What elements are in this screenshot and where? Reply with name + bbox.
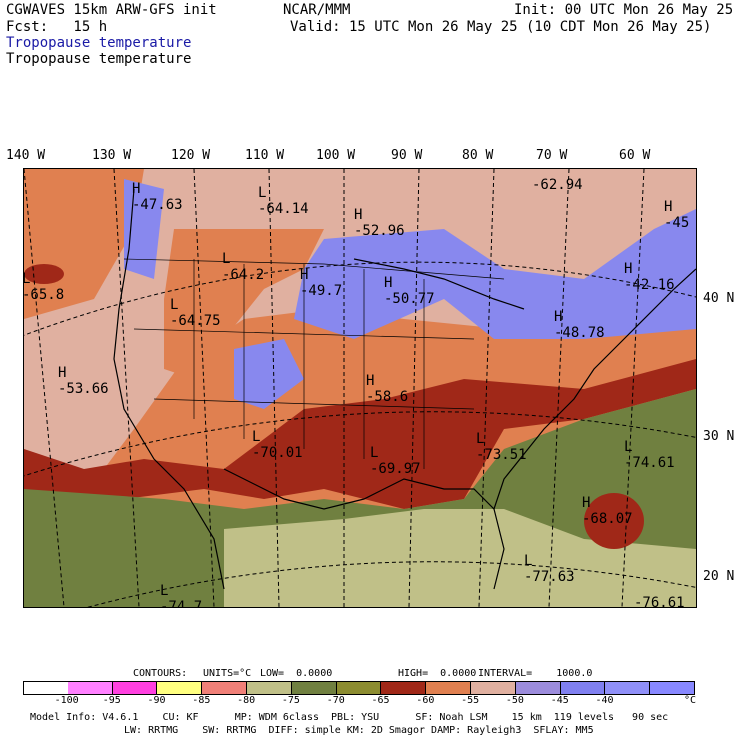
colorbar-tick-label: -100 [54,695,79,706]
colorbar-tick-label: -85 [192,695,211,706]
colorbar-cell [560,681,606,695]
colorbar-cell [247,681,292,695]
center-l-7: L -69.97 [370,445,421,477]
center-h-7: H -48.78 [554,309,605,341]
contours-low: LOW= 0.0000 [260,668,333,679]
contours-high: HIGH= 0.0000 [398,668,477,679]
center-l-3: L -64.2 [222,251,265,283]
colorbar-tick-label: -70 [326,695,345,706]
model-info-line2: LW: RRTMG SW: RRTMG DIFF: simple KM: 2D … [124,725,594,736]
field-band--65 [24,359,696,509]
field-band-blue-trough [294,209,696,339]
colorbar-cell [515,681,561,695]
field-band--75 [224,509,696,607]
center-l-2: -62.94 [532,177,583,193]
lon-label-110w: 110 W [245,148,285,163]
field-title-shaded: Tropopause temperature [6,35,192,51]
colorbar-cell [202,681,247,695]
colorbar-cell [67,681,113,695]
colorbar-tick-label: -95 [102,695,121,706]
lon-label-100w: 100 W [316,148,356,163]
center-l-4: L-65.8 [23,271,65,303]
center-l-12: -76.61 [634,595,685,608]
model-title: CGWAVES 15km ARW-GFS init [6,2,217,18]
colorbar-cell [336,681,382,695]
colorbar-cell [157,681,203,695]
colorbar-tick-label: -75 [281,695,300,706]
field-blob-west [24,264,64,284]
colorbar-cell [291,681,337,695]
center-h-6: H -42.16 [624,261,675,293]
coastline [113,188,696,590]
lon-label-140w: 140 W [6,148,46,163]
map-field-svg [24,169,696,607]
lon-label-130w: 130 W [92,148,132,163]
center-h-9: H -58.6 [366,373,409,405]
colorbar-tick-label: -40 [595,695,614,706]
field-band-blue-rockies [234,339,304,409]
forecast-hour: Fcst: 15 h [6,19,108,35]
center-l-6: L -70.01 [252,429,303,461]
center-h-10: H -68.07 [582,495,633,527]
colorbar-unit: °C [684,695,697,706]
organization: NCAR/MMM [283,2,351,18]
field-band-nw-blue [124,179,164,279]
colorbar-cell [471,681,516,695]
center-h-2: H -52.96 [354,207,405,239]
center-l-9: L -74.61 [624,439,675,471]
center-h-8: H -53.66 [58,365,109,397]
center-l-5: L -64.75 [170,297,221,329]
lat-label-30n: 30 N [703,429,735,444]
contours-interval: INTERVAL= 1000.0 [478,668,593,679]
colorbar-cell [426,681,471,695]
lon-label-60w: 60 W [619,148,651,163]
colorbar-tick-label: -45 [550,695,569,706]
lon-label-70w: 70 W [536,148,568,163]
colorbar-tick-label: -80 [237,695,256,706]
colorbar-tick-label: -90 [147,695,166,706]
init-time: Init: 00 UTC Mon 26 May 25 [514,2,734,18]
field-band-canada [184,169,494,229]
colorbar-tick-label: -60 [416,695,435,706]
state-borders [123,258,505,469]
center-l-11: L -74.7 [160,583,203,608]
lat-label-20n: 20 N [703,569,735,584]
colorbar-tick-label: -50 [505,695,524,706]
center-l-10: L -77.63 [524,553,575,585]
center-l-1: L -64.14 [258,185,309,217]
lon-label-90w: 90 W [391,148,423,163]
center-h-3: H -45 [664,199,690,231]
colorbar-tick-label: -65 [371,695,390,706]
center-l-8: L -73.51 [476,431,527,463]
colorbar-cell [112,681,158,695]
field-blob-caribbean [584,493,644,549]
lon-label-80w: 80 W [462,148,494,163]
tropopause-temperature-map: H -47.63 L -64.14 H -52.96 -62.94 H -45 L -64… [23,168,697,608]
center-h-5: H -50.77 [384,275,435,307]
colorbar-tick-label: -55 [461,695,480,706]
contours-units: UNITS=°C [203,668,252,679]
model-info-line1: Model Info: V4.6.1 CU: KF MP: WDM 6class… [30,712,669,723]
graticule [24,169,696,607]
contours-label: CONTOURS: [133,668,188,679]
colorbar-cell [650,681,695,695]
center-h-4: H -49.7 [300,267,343,299]
lat-label-40n: 40 N [703,291,735,306]
field-title-contour: Tropopause temperature [6,51,192,67]
colorbar-cell [381,681,427,695]
colorbar-cell [23,681,69,695]
center-h-1: H -47.63 [132,181,183,213]
valid-time: Valid: 15 UTC Mon 26 May 25 (10 CDT Mon … [290,19,712,35]
lon-label-120w: 120 W [171,148,211,163]
colorbar-cell [605,681,651,695]
